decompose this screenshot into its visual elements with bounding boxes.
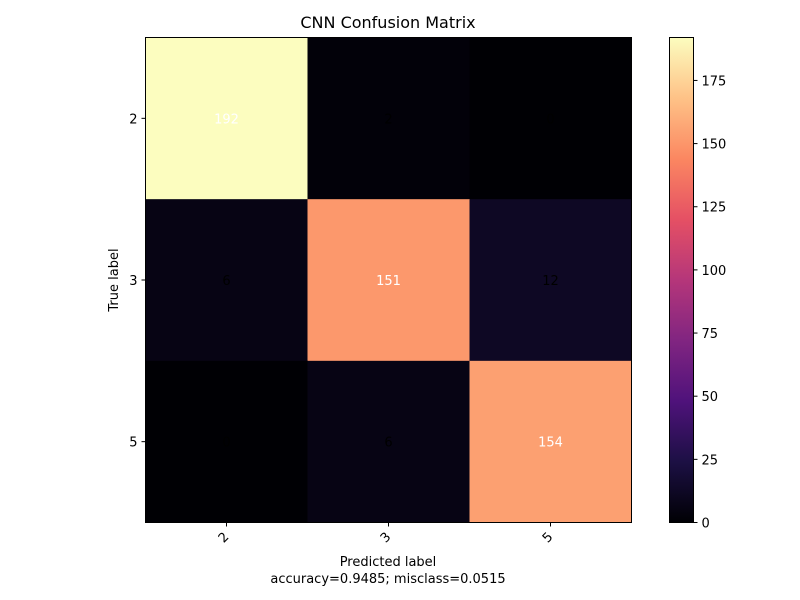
heatmap-cell-labels: 192 2 0 6 151 12 0 6 154 xyxy=(214,112,563,450)
x-axis-label: Predicted label xyxy=(340,555,437,570)
colorbar xyxy=(669,37,694,523)
y-tick-label: 3 xyxy=(129,274,137,289)
cell-value-label: 2 xyxy=(384,112,392,127)
colorbar-tick-label: 100 xyxy=(702,264,727,279)
cell-value-label: 151 xyxy=(376,274,401,289)
heatmap-cell xyxy=(469,360,632,523)
x-axis-ticks: 2 3 5 xyxy=(216,522,556,546)
colorbar-tick-label: 25 xyxy=(702,453,719,468)
heatmap-cell xyxy=(307,199,470,362)
colorbar-tick-label: 50 xyxy=(702,390,719,405)
heatmap-cell xyxy=(145,360,308,523)
heatmap-cell xyxy=(145,37,308,200)
y-tick-label: 5 xyxy=(129,436,137,451)
y-axis-label: True label xyxy=(107,248,122,312)
heatmap-cells xyxy=(145,37,632,523)
chart-footer-stats: accuracy=0.9485; misclass=0.0515 xyxy=(270,572,505,587)
heatmap-cell xyxy=(469,199,632,362)
cell-value-label: 192 xyxy=(214,112,239,127)
y-axis-ticks: 2 3 5 xyxy=(129,112,146,451)
cell-value-label: 12 xyxy=(542,274,559,289)
y-tick-label: 2 xyxy=(129,112,137,127)
cell-value-label: 0 xyxy=(222,436,230,451)
cell-value-label: 6 xyxy=(384,436,392,451)
x-tick-label: 3 xyxy=(378,530,394,546)
heatmap-cell xyxy=(145,199,308,362)
heatmap-cell xyxy=(307,360,470,523)
chart-title: CNN Confusion Matrix xyxy=(300,13,475,32)
cell-value-label: 0 xyxy=(546,112,554,127)
x-tick-label: 5 xyxy=(540,530,556,546)
colorbar-tick-label: 75 xyxy=(702,327,719,342)
x-tick-label: 2 xyxy=(216,530,232,546)
colorbar-tick-label: 175 xyxy=(702,74,727,89)
heatmap-cell xyxy=(307,37,470,200)
cell-value-label: 154 xyxy=(538,436,563,451)
cell-value-label: 6 xyxy=(222,274,230,289)
colorbar-tick-label: 0 xyxy=(702,517,710,532)
colorbar-ticks: 0 25 50 75 100 125 150 175 xyxy=(693,74,727,532)
colorbar-tick-label: 125 xyxy=(702,201,727,216)
colorbar-tick-label: 150 xyxy=(702,138,727,153)
heatmap-cell xyxy=(469,37,632,200)
